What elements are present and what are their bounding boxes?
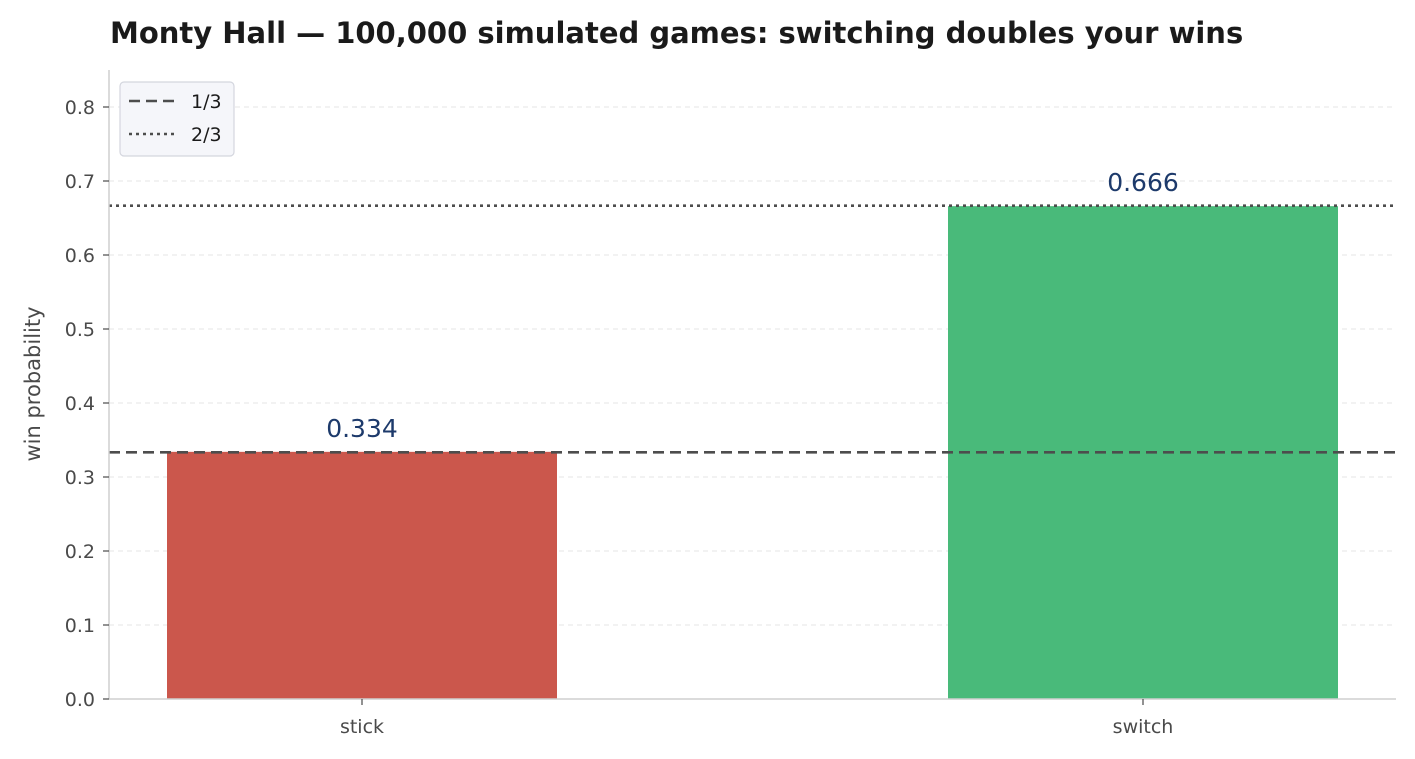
data-label-stick: 0.334 [326, 414, 398, 443]
bar-switch [948, 206, 1338, 699]
y-tick-label: 0.1 [65, 615, 95, 637]
y-tick-label: 0.2 [65, 541, 95, 563]
y-tick-label: 0.8 [65, 97, 95, 119]
y-tick-label: 0.5 [65, 319, 95, 341]
legend: 1/3 2/3 [119, 81, 235, 157]
x-tick-label-switch: switch [1113, 716, 1174, 738]
y-axis-title: win probability [21, 306, 45, 461]
y-tick-label: 0.7 [65, 171, 95, 193]
x-tick-label-stick: stick [340, 716, 384, 738]
y-tick-label: 0.4 [65, 393, 95, 415]
axes: 0.0 0.1 0.2 0.3 0.4 0.5 0.6 0.7 0.8 stick switch [65, 70, 1396, 738]
y-tick-label: 0.3 [65, 467, 95, 489]
y-tick-label: 0.6 [65, 245, 95, 267]
legend-label: 1/3 [191, 91, 222, 113]
data-labels: 0.334 0.666 [326, 168, 1179, 443]
data-label-switch: 0.666 [1107, 168, 1179, 197]
bar-stick [167, 451, 557, 699]
reference-lines [109, 204, 1396, 454]
legend-label: 2/3 [191, 124, 222, 146]
y-tick-label: 0.0 [65, 689, 95, 711]
chart-title: Monty Hall — 100,000 simulated games: sw… [110, 16, 1243, 50]
